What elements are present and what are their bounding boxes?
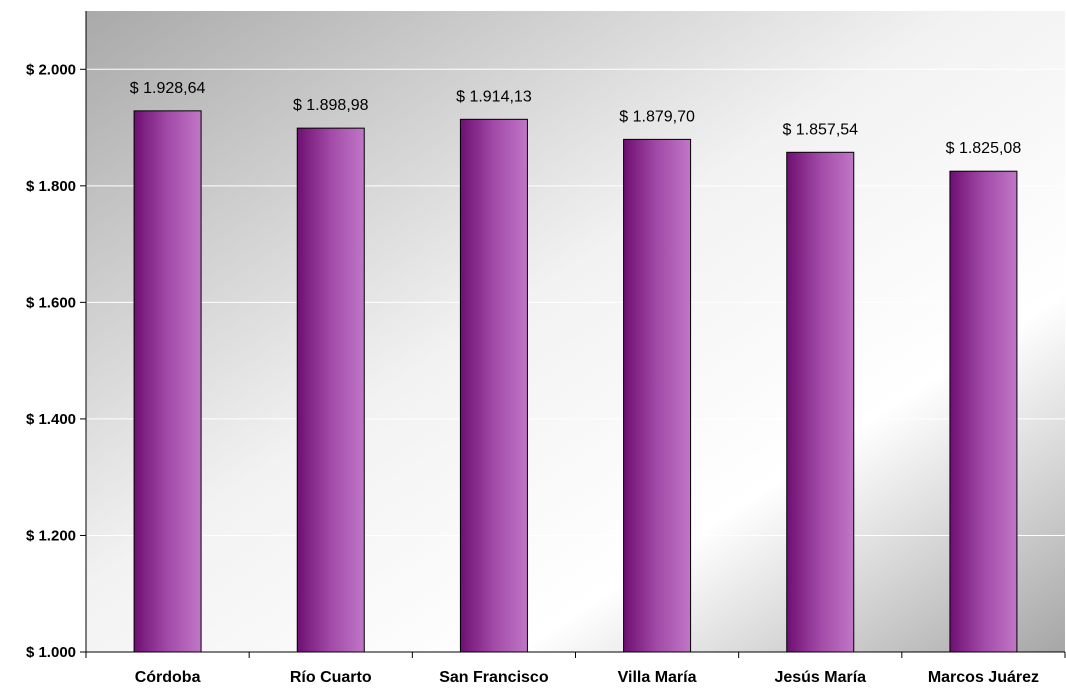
bar-5 <box>949 170 1018 653</box>
data-labels: $ 1.928,64 $ 1.898,98 $ 1.914,13 $ 1.879,70… <box>130 80 1022 157</box>
bar-4 <box>786 151 855 653</box>
y-tick-label: $ 1.800 <box>26 178 76 195</box>
y-tick-label: $ 1.600 <box>26 294 76 311</box>
x-tick-label: Jesús María <box>774 669 866 686</box>
y-tick-label: $ 1.000 <box>26 644 76 661</box>
bar-0 <box>133 110 202 653</box>
y-tick-label: $ 1.400 <box>26 411 76 428</box>
x-tick-label: San Francisco <box>439 669 549 686</box>
bars <box>133 110 1018 653</box>
bar-3 <box>623 138 692 653</box>
y-tick-label: $ 2.000 <box>26 61 76 78</box>
data-label: $ 1.825,08 <box>946 140 1022 157</box>
data-label: $ 1.898,98 <box>293 97 369 114</box>
data-label: $ 1.879,70 <box>619 108 695 125</box>
bar-2 <box>459 118 528 653</box>
x-axis-ticks: Córdoba Río Cuarto San Francisco Villa Marí… <box>85 652 1066 686</box>
x-tick-label: Córdoba <box>135 669 201 686</box>
data-label: $ 1.914,13 <box>456 88 532 105</box>
y-axis-ticks: $ 1.000 $ 1.200 $ 1.400 $ 1.600 $ 1.800 $ 2.0… <box>26 61 86 661</box>
x-tick-label: Villa María <box>618 669 697 686</box>
data-label: $ 1.928,64 <box>130 80 206 97</box>
gridlines <box>86 68 1065 536</box>
x-tick-label: Marcos Juárez <box>928 669 1039 686</box>
y-tick-label: $ 1.200 <box>26 527 76 544</box>
data-label: $ 1.857,54 <box>782 121 858 138</box>
plot-area <box>86 11 1065 652</box>
x-tick-label: Río Cuarto <box>290 669 372 686</box>
bar-1 <box>296 127 365 653</box>
